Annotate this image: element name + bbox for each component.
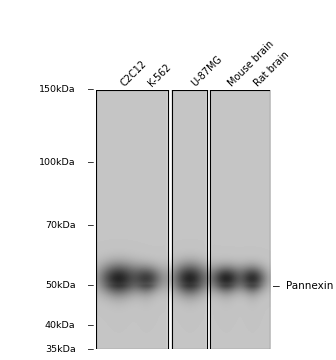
Text: —: — (88, 321, 94, 330)
Text: —: — (88, 221, 94, 230)
Text: Pannexin 1: Pannexin 1 (286, 281, 336, 291)
Text: C2C12: C2C12 (119, 58, 148, 88)
Text: 100kDa: 100kDa (39, 158, 76, 167)
Text: Rat brain: Rat brain (252, 49, 291, 88)
Text: K-562: K-562 (146, 62, 173, 88)
Text: 150kDa: 150kDa (39, 85, 76, 94)
Text: —: — (273, 281, 280, 291)
Text: —: — (88, 281, 94, 290)
Text: 40kDa: 40kDa (45, 321, 76, 330)
Text: —: — (88, 158, 94, 167)
Text: 50kDa: 50kDa (45, 281, 76, 290)
Text: Mouse brain: Mouse brain (226, 39, 276, 88)
Text: 70kDa: 70kDa (45, 221, 76, 230)
Text: U-87MG: U-87MG (189, 54, 224, 88)
Text: —: — (88, 345, 94, 354)
Text: —: — (88, 85, 94, 94)
Text: 35kDa: 35kDa (45, 345, 76, 354)
